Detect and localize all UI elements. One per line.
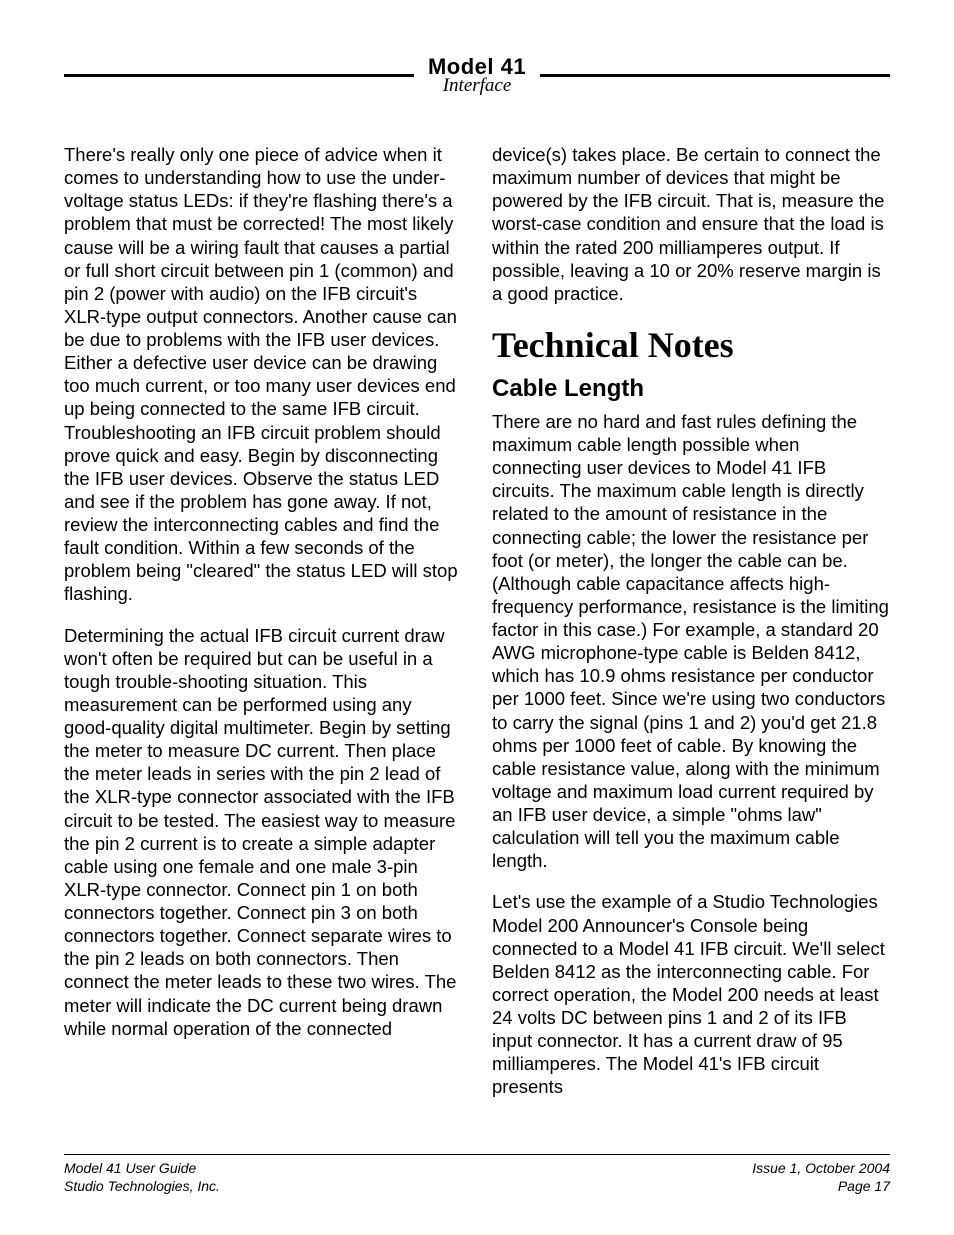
footer-rule xyxy=(64,1154,890,1155)
left-column: There's really only one piece of advice … xyxy=(64,143,462,1144)
content-columns: There's really only one piece of advice … xyxy=(64,143,890,1144)
header-line-left xyxy=(64,74,414,77)
body-paragraph: Determining the actual IFB circuit curre… xyxy=(64,624,462,1040)
footer-right: Issue 1, October 2004 Page 17 xyxy=(752,1159,890,1195)
footer-page-number: Page 17 xyxy=(752,1177,890,1195)
header-title-block: Model 41 Interface xyxy=(414,56,540,95)
body-paragraph: There's really only one piece of advice … xyxy=(64,143,462,606)
body-paragraph: There are no hard and fast rules definin… xyxy=(492,410,890,873)
body-paragraph: device(s) takes place. Be certain to con… xyxy=(492,143,890,305)
right-column: device(s) takes place. Be certain to con… xyxy=(492,143,890,1144)
header-line-right xyxy=(540,74,890,77)
section-heading: Technical Notes xyxy=(492,323,890,368)
page-container: Model 41 Interface There's really only o… xyxy=(0,0,954,1235)
body-paragraph: Let's use the example of a Studio Techno… xyxy=(492,890,890,1098)
header-rule: Model 41 Interface xyxy=(64,56,890,95)
footer-company: Studio Technologies, Inc. xyxy=(64,1177,220,1195)
subsection-heading: Cable Length xyxy=(492,374,890,404)
footer-issue: Issue 1, October 2004 xyxy=(752,1159,890,1177)
footer-left: Model 41 User Guide Studio Technologies,… xyxy=(64,1159,220,1195)
footer: Model 41 User Guide Studio Technologies,… xyxy=(64,1159,890,1195)
footer-guide-title: Model 41 User Guide xyxy=(64,1159,220,1177)
